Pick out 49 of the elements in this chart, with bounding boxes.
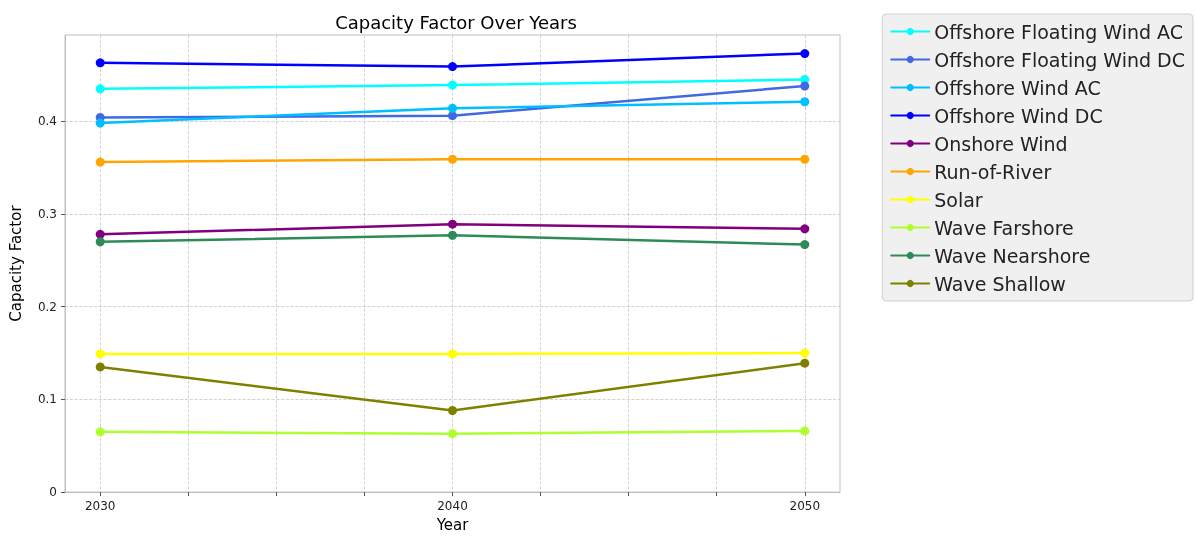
legend-label: Onshore Wind [934,132,1068,155]
legend-label: Run-of-River [934,160,1052,183]
point [448,429,457,439]
point [95,118,105,128]
point [448,154,457,164]
legend-label: Solar [934,188,983,211]
x-tick-label: 2050 [789,499,821,514]
legend-label: Wave Nearshore [934,244,1091,267]
point [800,49,810,59]
point [95,58,105,68]
y-tick-label: 0.4 [37,114,57,129]
chart-title: Capacity Factor Over Years [335,11,577,33]
point [800,358,810,368]
x-tick-label: 2040 [437,499,468,514]
point [800,81,810,91]
point [95,237,105,247]
point [448,406,457,416]
point [95,229,105,239]
point [800,97,810,107]
x-axis-title: Year [435,515,470,534]
point [448,62,457,72]
point [95,349,105,359]
point [95,157,105,167]
point [800,240,810,250]
legend-label: Wave Farshore [934,216,1074,239]
y-tick-label: 0.1 [37,392,57,407]
legend-label: Offshore Wind AC [934,76,1101,99]
legend-label: Offshore Floating Wind AC [934,20,1184,43]
y-tick-label: 0.2 [37,299,57,314]
point [448,103,457,113]
point [800,224,810,234]
legend-label: Offshore Floating Wind DC [934,48,1186,71]
y-tick-label: 0.3 [37,206,57,221]
x-tick-label: 2030 [84,499,116,514]
point [448,219,457,229]
point [800,348,810,358]
point [800,426,810,436]
point [448,230,457,240]
point [800,154,810,164]
point [95,427,105,437]
point [448,349,457,359]
y-tick-label: 0 [49,485,57,500]
y-axis-title: Capacity Factor [6,204,25,322]
point [95,84,105,94]
point [95,362,105,372]
point [448,111,457,121]
point [448,80,457,90]
legend-label: Wave Shallow [934,272,1066,295]
legend-label: Offshore Wind DC [934,104,1103,127]
